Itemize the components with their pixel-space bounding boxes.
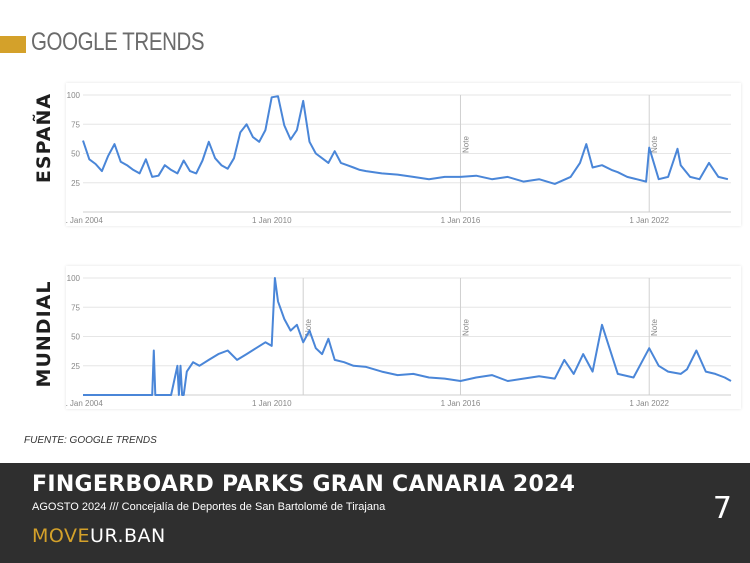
- source-note: FUENTE: GOOGLE TRENDS: [24, 435, 157, 446]
- page-title: GOOGLE TRENDS: [31, 28, 205, 56]
- mundial-ytick-50: 50: [71, 333, 80, 342]
- region-label-espana: ESPAÑA: [24, 90, 64, 185]
- espana-xtick-2: 1 Jan 2016: [441, 216, 481, 225]
- brand-part2: UR.BAN: [90, 525, 166, 547]
- mundial-svg: 25 50 75 100 Note Note Note 1 Jan 2004 1 Jan 201…: [66, 274, 732, 408]
- mundial-note-label-2: Note: [650, 319, 659, 336]
- region-label-espana-text: ESPAÑA: [33, 92, 55, 183]
- header-accent-bar: [0, 36, 26, 53]
- brand-part1: MOVE: [32, 525, 91, 547]
- footer-title: FINGERBOARD PARKS GRAN CANARIA 2024: [32, 472, 576, 497]
- espana-xtick-1: 1 Jan 2010: [252, 216, 292, 225]
- espana-note-label-0: Note: [461, 136, 470, 153]
- espana-ytick-100: 100: [67, 91, 81, 100]
- espana-ytick-50: 50: [71, 150, 80, 159]
- mundial-xtick-0: 1 Jan 2004: [66, 399, 103, 408]
- brand-logo: MOVEUR.BAN: [32, 525, 166, 547]
- mundial-ytick-25: 25: [71, 362, 80, 371]
- espana-ytick-25: 25: [71, 179, 80, 188]
- mundial-ytick-100: 100: [67, 274, 81, 283]
- page-number: 7: [712, 491, 732, 526]
- espana-ytick-75: 75: [71, 120, 80, 129]
- espana-xtick-3: 1 Jan 2022: [629, 216, 669, 225]
- espana-svg: 25 50 75 100 Note Note 1 Jan 2004 1 Jan 2010 1 J…: [66, 91, 731, 225]
- region-label-mundial: MUNDIAL: [24, 276, 64, 391]
- mundial-note-label-1: Note: [461, 319, 470, 336]
- footer-subtitle: AGOSTO 2024 /// Concejalía de Deportes d…: [32, 501, 386, 513]
- espana-xtick-0: 1 Jan 2004: [66, 216, 103, 225]
- region-label-mundial-text: MUNDIAL: [33, 280, 55, 387]
- espana-series-line: [82, 95, 729, 185]
- mundial-ytick-75: 75: [71, 303, 80, 312]
- mundial-xtick-1: 1 Jan 2010: [252, 399, 292, 408]
- chart-espana: 25 50 75 100 Note Note 1 Jan 2004 1 Jan 2010 1 J…: [66, 83, 741, 226]
- mundial-xtick-3: 1 Jan 2022: [629, 399, 669, 408]
- chart-mundial: 25 50 75 100 Note Note Note 1 Jan 2004 1 Jan 201…: [66, 266, 741, 409]
- mundial-note-label-0: Note: [304, 319, 313, 336]
- espana-note-label-1: Note: [650, 136, 659, 153]
- mundial-xtick-2: 1 Jan 2016: [441, 399, 481, 408]
- mundial-series-line: [83, 277, 732, 396]
- footer: FINGERBOARD PARKS GRAN CANARIA 2024 AGOS…: [0, 463, 750, 563]
